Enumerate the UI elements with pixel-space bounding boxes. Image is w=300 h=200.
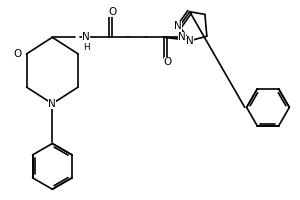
Text: O: O — [108, 7, 116, 17]
Text: H: H — [83, 43, 89, 52]
Text: N: N — [186, 36, 194, 46]
Text: O: O — [14, 49, 22, 59]
Text: N: N — [174, 21, 182, 31]
Text: N: N — [178, 32, 186, 42]
Text: O: O — [164, 57, 172, 67]
Text: N: N — [82, 32, 90, 42]
Text: N: N — [48, 99, 56, 109]
